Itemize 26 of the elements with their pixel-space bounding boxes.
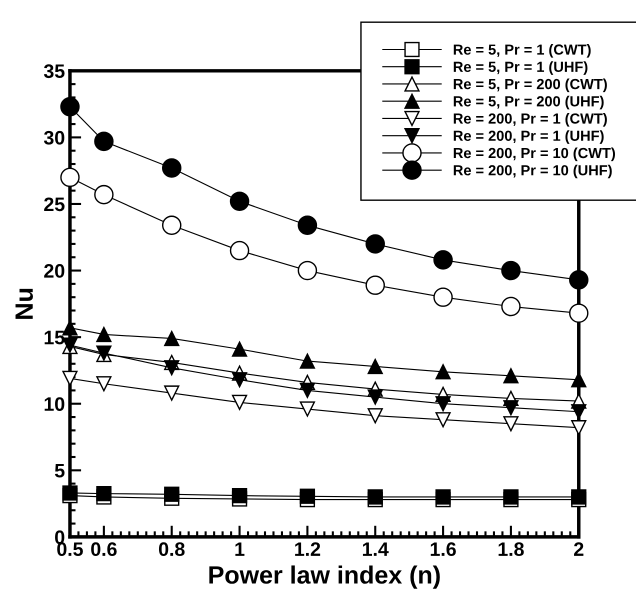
x-tick-label: 0.5 — [57, 542, 83, 556]
x-tick-label: 2 — [574, 542, 584, 556]
x-tick-label: 1.6 — [430, 542, 456, 556]
x-tick-label: 0.6 — [91, 542, 117, 556]
y-tick-label: 20 — [44, 264, 64, 278]
x-tick-label: 1 — [235, 542, 244, 556]
x-tick-label: 1.4 — [362, 542, 389, 556]
legend-label: Re = 5, Pr = 200 (CWT) — [454, 78, 607, 92]
legend-label: Re = 5, Pr = 1 (UHF) — [454, 61, 588, 75]
legend-label: Re = 200, Pr = 10 (UHF) — [454, 164, 612, 178]
y-axis-title: Nu — [16, 288, 33, 319]
x-tick-label: 0.8 — [158, 542, 185, 556]
x-axis-title: Power law index (n) — [209, 565, 440, 589]
legend-label: Re = 200, Pr = 1 (UHF) — [454, 130, 604, 144]
legend-label: Re = 5, Pr = 200 (UHF) — [454, 96, 604, 110]
y-tick-label: 30 — [44, 130, 64, 145]
legend-label: Re = 5, Pr = 1 (CWT) — [454, 44, 591, 58]
x-tick-label: 1.2 — [295, 542, 320, 556]
y-tick-label: 25 — [44, 197, 65, 212]
y-tick-label: 10 — [44, 397, 64, 411]
y-tick-label: 15 — [44, 330, 65, 344]
legend-label: Re = 200, Pr = 10 (CWT) — [454, 147, 616, 162]
legend-label: Re = 200, Pr = 1 (CWT) — [454, 112, 607, 127]
y-tick-label: 5 — [54, 464, 65, 478]
y-tick-label: 35 — [44, 64, 65, 78]
x-tick-label: 1.8 — [498, 542, 524, 556]
